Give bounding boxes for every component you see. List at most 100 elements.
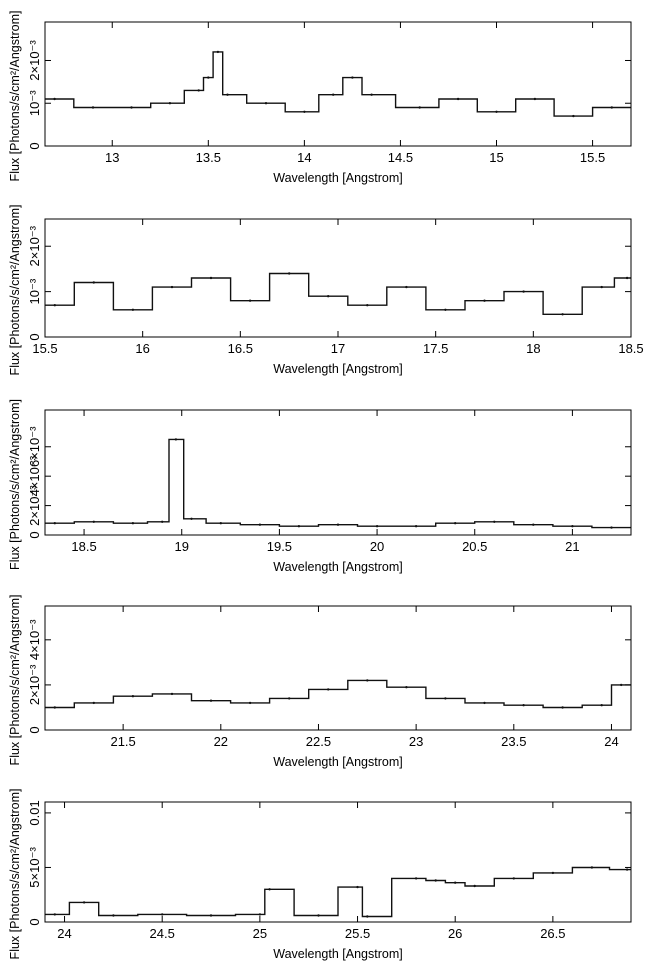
- data-point: [288, 272, 291, 275]
- x-axis-label: Wavelength [Angstrom]: [273, 755, 402, 769]
- data-point: [248, 299, 252, 302]
- data-point: [209, 276, 213, 280]
- x-tick-label: 24.5: [150, 926, 175, 941]
- data-point: [351, 76, 354, 79]
- x-tick-label: 15.5: [580, 150, 605, 165]
- data-point: [600, 704, 603, 707]
- y-tick-label: 4×10⁻³: [27, 455, 42, 496]
- data-point: [444, 697, 447, 700]
- x-tick-label: 18.5: [71, 539, 96, 554]
- plot-frame: [44, 605, 632, 731]
- x-tick-label: 18.5: [618, 341, 643, 356]
- data-point: [572, 114, 575, 118]
- plot-frame: [44, 801, 632, 923]
- y-axis-label: Flux [Photons/s/cm²/Angstrom]: [8, 399, 22, 570]
- y-axis-label: Flux [Photons/s/cm²/Angstrom]: [8, 595, 22, 766]
- plot-frame: [44, 409, 632, 536]
- data-point: [174, 438, 178, 441]
- data-point: [82, 901, 86, 904]
- data-point: [366, 915, 369, 918]
- x-tick-label: 21: [565, 539, 579, 554]
- y-tick-label: 0: [27, 333, 42, 340]
- data-point: [610, 526, 613, 529]
- data-point: [522, 290, 525, 293]
- data-point: [92, 520, 96, 523]
- x-tick-label: 13.5: [196, 150, 221, 165]
- y-tick-label: 5×10⁻³: [27, 847, 42, 888]
- data-point: [264, 102, 268, 105]
- x-tick-label: 18: [526, 341, 540, 356]
- data-point: [454, 522, 457, 525]
- flux-series: [45, 679, 631, 709]
- data-point: [288, 697, 291, 700]
- data-point: [620, 683, 623, 687]
- data-point: [161, 520, 164, 523]
- chart-panel-1: 13 13.5 14 14.5 15 15.5 0 10⁻³ 2×10⁻³ Wavelength …: [8, 11, 632, 185]
- data-point: [209, 914, 213, 917]
- y-tick-label: 0: [27, 142, 42, 149]
- data-point: [356, 885, 359, 889]
- data-point: [53, 913, 56, 916]
- data-point: [456, 97, 460, 101]
- chart-panel-2: 15.5 16 16.5 17 17.5 18 18.5 0 10⁻³ 2×10⁻³ Wavelen…: [8, 205, 644, 376]
- chart-panel-3: 18.5 19 19.5 20 20.5 21 0 2×10⁻³4×10⁻³6×10⁻³ Wav…: [8, 399, 632, 574]
- flux-series: [45, 866, 631, 918]
- data-point: [414, 525, 418, 528]
- data-point: [444, 308, 447, 311]
- y-axis-label: Flux [Photons/s/cm²/Angstrom]: [8, 205, 22, 376]
- y-tick-label: 2×10⁻³: [27, 225, 42, 266]
- data-point: [600, 285, 603, 289]
- data-point: [219, 522, 222, 525]
- data-point: [610, 106, 613, 109]
- data-point: [327, 688, 330, 691]
- data-point: [297, 525, 301, 528]
- data-point: [161, 913, 164, 916]
- data-point: [92, 281, 96, 284]
- x-tick-label: 17.5: [423, 341, 448, 356]
- flux-series: [45, 438, 631, 529]
- plot-frame: [44, 21, 632, 147]
- data-point: [434, 879, 437, 882]
- data-point: [91, 106, 95, 109]
- x-tick-label: 16: [135, 341, 149, 356]
- data-point: [625, 868, 629, 871]
- data-point: [405, 686, 408, 689]
- x-tick-label: 14: [297, 150, 311, 165]
- x-tick-label: 24: [57, 926, 71, 941]
- x-tick-label: 20.5: [462, 539, 487, 554]
- data-point: [336, 523, 340, 526]
- data-point: [131, 308, 135, 311]
- data-point: [197, 89, 200, 92]
- data-point: [522, 704, 525, 707]
- y-tick-label: 0.01: [27, 800, 42, 825]
- data-point: [53, 97, 56, 101]
- x-axis-label: Wavelength [Angstrom]: [273, 947, 402, 961]
- y-tick-label: 0: [27, 726, 42, 733]
- x-tick-label: 23: [409, 734, 423, 749]
- x-tick-label: 25: [253, 926, 267, 941]
- x-tick-label: 17: [331, 341, 345, 356]
- data-point: [53, 304, 56, 307]
- data-point: [130, 106, 133, 109]
- x-axis-label: Wavelength [Angstrom]: [273, 362, 402, 376]
- y-tick-label: 2×10⁻³: [27, 40, 42, 81]
- x-tick-label: 16.5: [228, 341, 253, 356]
- data-point: [483, 299, 486, 302]
- data-point: [258, 913, 262, 916]
- x-tick-label: 20: [370, 539, 384, 554]
- data-point: [625, 276, 629, 280]
- data-point: [207, 76, 210, 79]
- data-point: [370, 93, 373, 96]
- data-point: [226, 93, 229, 96]
- y-tick-label: 0: [27, 531, 42, 538]
- data-point: [168, 102, 172, 105]
- data-point: [532, 523, 535, 526]
- y-tick-label: 2×10⁻³: [27, 664, 42, 705]
- x-tick-label: 25.5: [345, 926, 370, 941]
- data-point: [53, 522, 56, 525]
- y-tick-label: 6×10⁻³: [27, 426, 42, 467]
- x-tick-label: 26: [448, 926, 462, 941]
- data-point: [561, 313, 564, 316]
- x-tick-label: 21.5: [110, 734, 135, 749]
